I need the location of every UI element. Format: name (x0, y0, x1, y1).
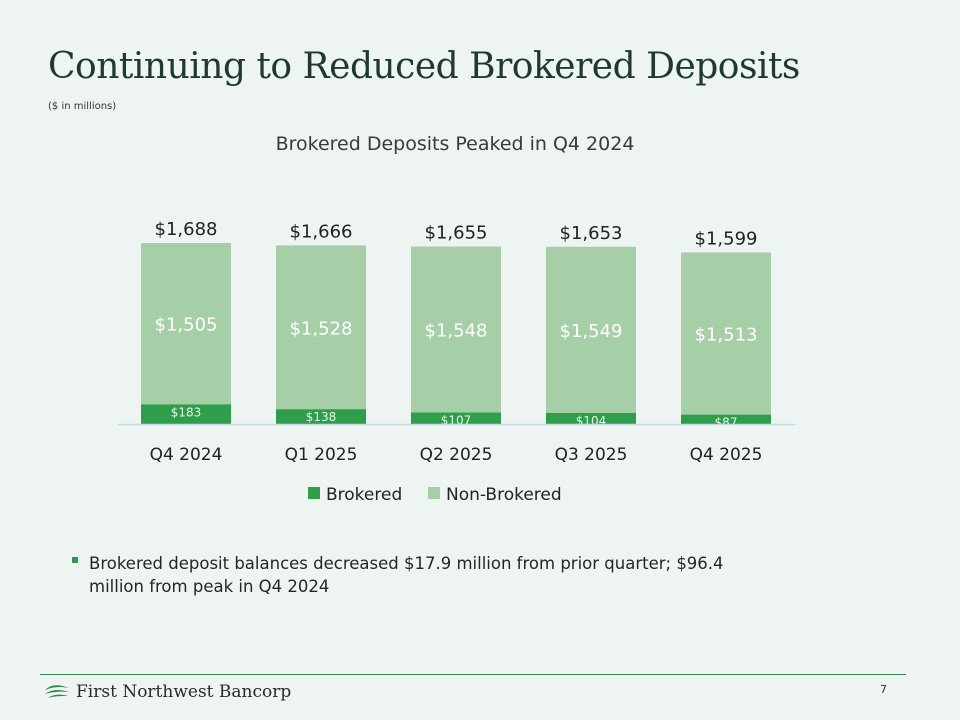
data-label-total: $1,599 (695, 228, 758, 249)
legend-label-brokered: Brokered (326, 485, 402, 505)
bar-brokered (276, 409, 366, 424)
leaf-wave-icon (45, 685, 69, 698)
data-label-total: $1,655 (425, 223, 488, 244)
bullet-item: Brokered deposit balances decreased $17.… (72, 552, 772, 598)
data-label-total: $1,688 (155, 219, 218, 240)
slide-title: Continuing to Reduced Brokered Deposits (48, 46, 800, 87)
legend-swatch-non-brokered (428, 487, 440, 499)
chart-legend: Brokered Non-Brokered (308, 485, 562, 505)
bar-non-brokered (411, 246, 501, 413)
data-label-brokered: $104 (576, 414, 607, 428)
bar-brokered (411, 412, 501, 424)
bar-brokered (141, 404, 231, 424)
brokered-deposits-chart: Brokered Deposits Peaked in Q4 2024 $1,5… (118, 133, 795, 505)
data-label-non-brokered: $1,548 (425, 321, 488, 342)
x-tick-label: Q4 2025 (690, 445, 763, 465)
x-tick-label: Q1 2025 (285, 445, 358, 465)
bar-non-brokered (276, 245, 366, 410)
data-label-non-brokered: $1,505 (155, 315, 218, 336)
footer-logo: First Northwest Bancorp (44, 680, 291, 704)
bar-brokered (681, 414, 771, 424)
bar-non-brokered (546, 246, 636, 413)
bar-non-brokered (141, 243, 231, 405)
bullet-list: Brokered deposit balances decreased $17.… (72, 552, 772, 598)
page-number: 7 (880, 683, 887, 696)
data-label-brokered: $107 (441, 414, 472, 428)
data-label-non-brokered: $1,549 (560, 321, 623, 342)
footer-divider (40, 674, 906, 675)
data-label-total: $1,666 (290, 221, 353, 242)
data-label-total: $1,653 (560, 223, 623, 244)
data-label-brokered: $183 (171, 405, 202, 419)
units-note: ($ in millions) (48, 101, 117, 112)
x-tick-label: Q4 2024 (150, 445, 223, 465)
bar-brokered (546, 412, 636, 424)
legend-swatch-brokered (308, 487, 320, 499)
x-tick-label: Q2 2025 (420, 445, 493, 465)
x-tick-label: Q3 2025 (555, 445, 628, 465)
bullet-square-icon (72, 557, 78, 563)
bullet-text: Brokered deposit balances decreased $17.… (89, 554, 724, 596)
footer-logo-text: First Northwest Bancorp (76, 682, 292, 702)
data-label-non-brokered: $1,513 (695, 325, 758, 346)
data-label-brokered: $138 (306, 410, 337, 424)
legend-label-non-brokered: Non-Brokered (446, 485, 562, 505)
data-label-brokered: $87 (715, 416, 738, 430)
chart-title: Brokered Deposits Peaked in Q4 2024 (276, 133, 635, 155)
bar-non-brokered (681, 252, 771, 415)
data-label-non-brokered: $1,528 (290, 318, 353, 339)
